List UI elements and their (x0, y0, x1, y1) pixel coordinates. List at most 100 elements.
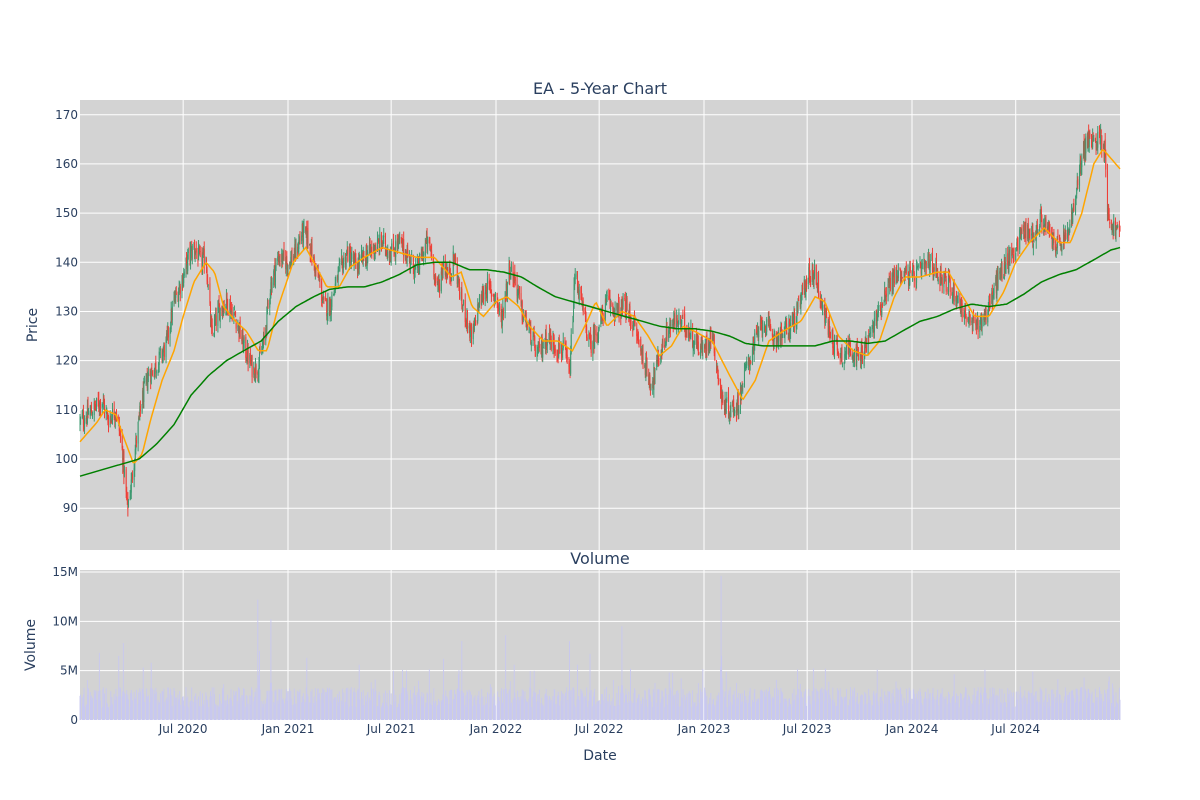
candle-body (677, 322, 679, 326)
candle-body (637, 336, 639, 340)
candle-body (1027, 223, 1029, 240)
volume-bar (566, 687, 568, 720)
volume-bar (323, 689, 325, 720)
candle-body (1049, 230, 1051, 235)
volume-bar (146, 698, 148, 720)
volume-bar (113, 693, 115, 720)
candle-body (282, 251, 284, 265)
volume-bar (672, 672, 674, 720)
volume-bar (265, 703, 267, 720)
volume-bar (689, 693, 691, 720)
volume-bar (104, 693, 105, 720)
candle-body (876, 311, 878, 323)
volume-bar (400, 692, 402, 720)
volume-bar (82, 703, 84, 720)
candle-body (249, 354, 251, 363)
candle-body (322, 295, 324, 299)
candle-body (565, 348, 567, 356)
volume-bar (298, 691, 300, 720)
candle-body (529, 322, 531, 328)
volume-bar (287, 691, 289, 720)
candle-body (329, 301, 331, 319)
volume-bar (1008, 693, 1010, 720)
candle-body (803, 279, 805, 290)
candle-body (856, 347, 858, 363)
volume-bar (987, 706, 989, 720)
volume-bar (744, 690, 745, 720)
volume-bar (1037, 702, 1039, 720)
candle-body (1023, 225, 1025, 232)
candle-body (305, 227, 307, 233)
candle-body (734, 410, 736, 414)
candle-body (553, 337, 555, 351)
candle-body (748, 357, 750, 365)
candle-body (231, 307, 233, 310)
volume-bar (253, 701, 255, 720)
volume-bar (1004, 702, 1006, 720)
volume-bar (598, 700, 600, 720)
volume-bar (574, 707, 576, 720)
volume-bar (153, 689, 155, 720)
volume-bar (888, 692, 890, 720)
volume-bar (474, 695, 476, 720)
candle-body (84, 422, 86, 428)
volume-bar (782, 693, 784, 720)
volume-bar (106, 703, 108, 720)
volume-bar (416, 692, 418, 720)
volume-bar (873, 690, 875, 720)
candle-body (893, 269, 895, 284)
volume-bar (1103, 701, 1104, 720)
volume-bar (684, 695, 686, 720)
volume-bar (1005, 702, 1006, 720)
volume-bar (500, 690, 502, 720)
volume-bar (908, 687, 910, 720)
candle-body (598, 326, 600, 330)
volume-bar (214, 694, 215, 720)
volume-bar (506, 693, 508, 720)
volume-bar (836, 688, 838, 720)
volume-bar (481, 688, 483, 720)
candle-body (294, 244, 296, 255)
volume-bar (310, 691, 312, 720)
candle-body (574, 281, 576, 286)
candle-body (629, 305, 631, 322)
candle-body (580, 287, 582, 294)
volume-bar (1114, 706, 1116, 720)
volume-bar (594, 688, 596, 720)
candle-body (724, 402, 726, 414)
candle-body (836, 339, 838, 341)
candle-body (138, 417, 140, 421)
candle-body (771, 333, 773, 336)
volume-bar (526, 702, 528, 720)
volume-bar (569, 690, 571, 720)
candle-body (741, 385, 743, 397)
candle-body (437, 282, 439, 285)
candle-body (298, 239, 300, 243)
volume-bar (738, 693, 740, 720)
candle-body (660, 358, 662, 360)
volume-bar (394, 706, 396, 720)
candle-body (736, 404, 738, 412)
volume-bar (877, 701, 879, 720)
candle-body (893, 271, 895, 275)
volume-bar (1055, 703, 1057, 720)
volume-bar (1003, 702, 1005, 720)
volume-bar (514, 697, 516, 720)
volume-bar (155, 691, 157, 720)
candle-body (207, 284, 209, 286)
volume-bar (688, 693, 690, 720)
volume-bar (556, 703, 558, 720)
volume-bar (689, 702, 691, 720)
candle-body (368, 241, 370, 250)
volume-bar (701, 698, 703, 720)
candle-body (849, 345, 851, 355)
volume-bar (673, 695, 675, 720)
volume-bar (913, 693, 915, 720)
candle-body (476, 320, 478, 322)
candle-body (227, 299, 229, 314)
candle-body (884, 290, 886, 298)
volume-bar (279, 699, 280, 720)
candle-body (255, 363, 257, 379)
candle-body (222, 310, 224, 316)
candle-body (729, 412, 731, 415)
